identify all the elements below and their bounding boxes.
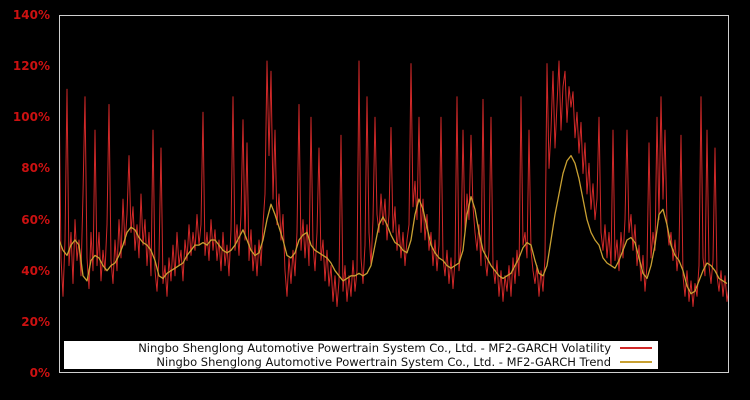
volatility-line xyxy=(59,60,729,307)
legend-line-sample-volatility xyxy=(620,347,652,349)
y-tick-label: 80% xyxy=(21,161,50,176)
legend-line-sample-trend xyxy=(620,361,652,363)
legend: Ningbo Shenglong Automotive Powertrain S… xyxy=(64,341,658,369)
y-tick-label: 0% xyxy=(29,366,50,380)
legend-label-trend: Ningbo Shenglong Automotive Powertrain S… xyxy=(156,354,611,369)
volatility-chart xyxy=(59,60,729,307)
legend-item-volatility: Ningbo Shenglong Automotive Powertrain S… xyxy=(70,341,652,355)
y-tick-label: 100% xyxy=(12,110,50,125)
y-tick-label: 40% xyxy=(21,263,50,278)
trend-line xyxy=(59,154,728,295)
y-tick-label: 60% xyxy=(21,212,50,227)
legend-label-volatility: Ningbo Shenglong Automotive Powertrain S… xyxy=(138,340,611,355)
y-tick-label: 120% xyxy=(12,59,50,74)
y-tick-label: 140% xyxy=(12,8,50,22)
y-tick-label: 20% xyxy=(21,314,50,329)
legend-item-trend: Ningbo Shenglong Automotive Powertrain S… xyxy=(70,355,652,369)
